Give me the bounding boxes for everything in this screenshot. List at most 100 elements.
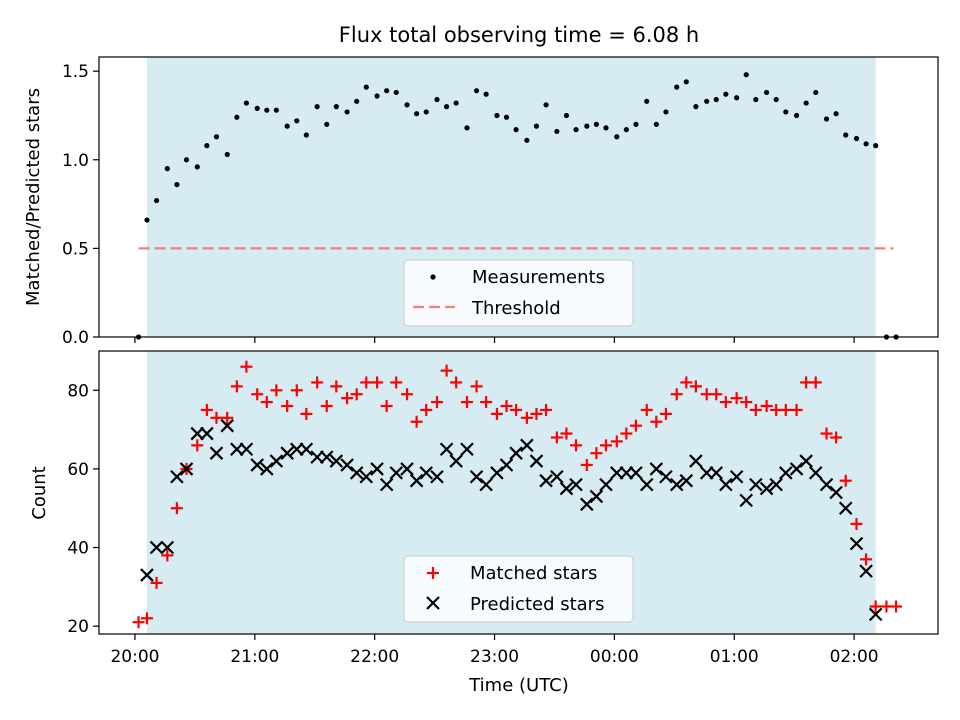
predicted-star-stroke-b — [289, 442, 304, 457]
predicted-star-stroke-b — [220, 418, 235, 433]
measurement-point — [264, 107, 270, 113]
x-tick-label: 02:00 — [830, 647, 879, 667]
matched-star-point — [401, 388, 414, 401]
measurement-point — [853, 135, 860, 142]
legend-matched-marker — [427, 567, 439, 579]
predicted-star-point — [739, 493, 754, 508]
x-tick-label: 00:00 — [590, 647, 639, 667]
matched-star-point — [420, 403, 433, 416]
matched-star-point — [251, 388, 264, 401]
predicted-star-point — [799, 454, 813, 468]
matched-star-point — [659, 407, 672, 420]
matched-star-point — [730, 392, 743, 405]
matched-star-point — [300, 407, 313, 420]
matched-star-point — [890, 600, 903, 613]
measurement-point — [823, 116, 830, 122]
measurement-point — [873, 143, 879, 149]
predicted-star-point — [140, 568, 154, 582]
x-tick-label: 20:00 — [110, 647, 159, 667]
predicted-star-stroke-b — [629, 466, 643, 480]
predicted-star-stroke-b — [679, 473, 694, 488]
predicted-star-point — [619, 466, 634, 480]
measurement-point — [374, 93, 380, 99]
matched-star-point — [330, 380, 343, 393]
predicted-star-point — [200, 426, 214, 441]
legend-matched-label: Matched stars — [470, 563, 597, 584]
measurement-point — [723, 91, 729, 97]
top-legend: Measurements Threshold — [403, 259, 634, 327]
predicted-star-stroke-b — [808, 466, 823, 480]
predicted-star-point — [379, 477, 394, 492]
predicted-star-stroke-b — [340, 458, 354, 472]
measurement-point — [833, 111, 839, 117]
matched-star-point — [360, 376, 373, 389]
predicted-star-point — [599, 477, 613, 492]
matched-star-point — [380, 400, 393, 413]
predicted-star-stroke-b — [559, 481, 574, 496]
top-y-tick-label: 1.0 — [62, 151, 89, 171]
matched-star-point — [260, 396, 273, 409]
matched-star-point — [320, 400, 333, 413]
bottom-axes-frame — [98, 350, 939, 635]
predicted-star-stroke-b — [499, 458, 514, 472]
predicted-star-stroke-b — [329, 454, 344, 468]
matched-star-point — [240, 360, 253, 373]
measurement-point — [563, 112, 570, 119]
predicted-star-point — [649, 462, 664, 476]
predicted-star-stroke-b — [389, 466, 404, 480]
bottom-y-tick-label: 80 — [67, 381, 89, 401]
bottom-legend: Matched stars Predicted stars — [403, 555, 634, 623]
predicted-star-stroke-b — [829, 485, 843, 500]
predicted-star-point — [170, 469, 184, 484]
measurement-point — [764, 89, 770, 96]
predicted-star-stroke-b — [610, 466, 624, 480]
predicted-star-point — [669, 477, 684, 492]
predicted-star-point — [340, 458, 354, 472]
count-points — [132, 360, 903, 629]
predicted-star-point — [808, 466, 823, 480]
measurement-point — [434, 96, 440, 103]
predicted-star-stroke-b — [370, 462, 384, 476]
matched-star-point — [410, 415, 423, 428]
matched-star-point — [740, 396, 753, 409]
matched-star-point — [550, 431, 563, 444]
matched-star-point — [570, 439, 583, 452]
matched-star-point — [520, 411, 533, 424]
measurement-point — [183, 157, 190, 163]
measurement-point — [573, 127, 579, 133]
predicted-star-point — [859, 564, 873, 578]
matched-star-point — [779, 403, 792, 416]
predicted-star-point — [529, 454, 544, 468]
predicted-star-stroke-b — [739, 493, 754, 508]
predicted-star-point — [190, 426, 205, 441]
predicted-star-stroke-b — [479, 477, 493, 492]
predicted-star-point — [329, 454, 344, 468]
predicted-star-stroke-b — [299, 442, 314, 457]
measurement-point — [623, 127, 629, 133]
measurement-point — [194, 164, 200, 170]
predicted-star-stroke-b — [569, 477, 583, 492]
predicted-star-point — [160, 540, 175, 555]
measurement-point — [254, 105, 260, 111]
predicted-star-stroke-b — [359, 469, 374, 484]
measurement-point — [773, 96, 779, 103]
top-y-axis: 0.0 0.5 1.0 1.5 — [62, 62, 99, 348]
predicted-star-stroke-b — [699, 466, 714, 480]
predicted-star-stroke-b — [580, 497, 594, 512]
predicted-star-stroke-b — [649, 462, 664, 476]
predicted-star-stroke-b — [200, 426, 214, 441]
predicted-star-point — [499, 458, 514, 472]
predicted-star-point — [400, 462, 414, 476]
matched-star-point — [820, 427, 833, 440]
predicted-star-stroke-b — [849, 536, 864, 551]
predicted-star-point — [709, 466, 724, 480]
measurement-point — [423, 109, 429, 115]
matched-star-point — [390, 376, 403, 389]
predicted-star-point — [868, 607, 883, 622]
predicted-star-stroke-b — [729, 469, 744, 484]
matched-star-point — [170, 502, 183, 515]
predicted-star-stroke-b — [209, 446, 224, 460]
measurement-point — [503, 114, 510, 120]
matched-star-point — [680, 376, 693, 389]
predicted-star-stroke-b — [539, 473, 553, 488]
